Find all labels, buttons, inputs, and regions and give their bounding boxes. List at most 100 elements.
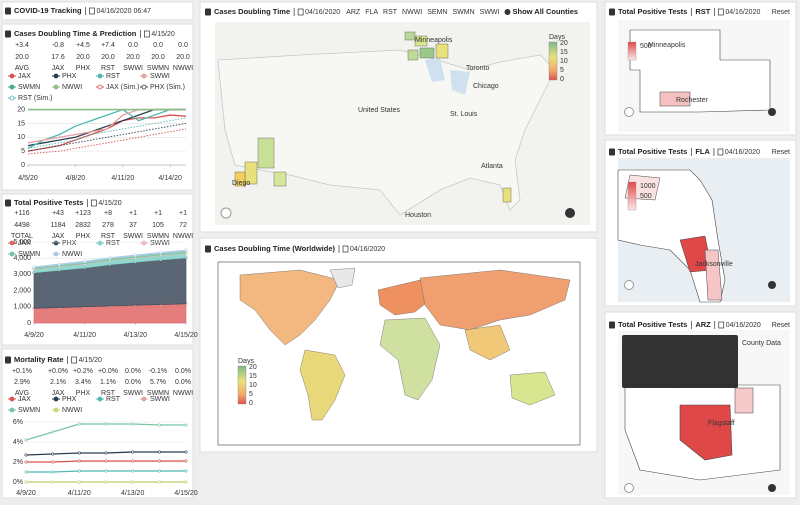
stat-label: PHX [76, 390, 91, 397]
calendar-icon [718, 321, 725, 329]
legend-label[interactable]: PHX [62, 396, 77, 403]
region-outline [629, 29, 771, 113]
legend-label: 500 [640, 43, 652, 50]
legend-label: 15 [560, 49, 568, 56]
legend-label[interactable]: SWWI [150, 240, 170, 247]
legend-label[interactable]: JAX [18, 240, 31, 247]
legend-marker [9, 407, 15, 413]
legend-marker [9, 84, 15, 90]
info-button[interactable] [768, 281, 776, 289]
legend-marker [9, 95, 15, 101]
reset-button[interactable]: Reset [772, 322, 790, 329]
stat-label: AVG [15, 65, 29, 72]
point [157, 450, 161, 454]
stat-change: +43 [52, 210, 64, 217]
panel-date: 4/15/20 [151, 31, 174, 38]
filter-button[interactable]: NWWI [402, 9, 422, 16]
x-tick-label: 4/9/20 [16, 490, 36, 497]
world-map[interactable] [217, 261, 581, 446]
legend-label[interactable]: SWWI [150, 73, 170, 80]
panel-title: Cases Doubling Time (Worldwide) [214, 244, 335, 253]
panel-title: Total Positive Tests [14, 198, 83, 207]
filter-button[interactable]: SWWI [480, 9, 500, 16]
legend-label[interactable]: JAX [18, 73, 31, 80]
zoom-control[interactable] [220, 207, 232, 219]
info-button[interactable] [565, 208, 575, 218]
zoom-control[interactable] [624, 107, 634, 117]
show-all-button[interactable]: Show All Counties [512, 7, 578, 16]
legend-label[interactable]: JAX (Sim.) [106, 84, 139, 91]
reset-button[interactable]: Reset [772, 9, 790, 16]
fla-map[interactable] [617, 158, 790, 303]
stat-label: RST [101, 390, 116, 397]
color-scale [627, 41, 637, 61]
legend-label[interactable]: PHX (Sim.) [150, 84, 185, 91]
panel-title: Cases Doubling Time [214, 7, 290, 16]
stat-change: +1 [179, 210, 187, 217]
legend-label[interactable]: NWWI [62, 407, 82, 414]
panel-date: 04/16/2020 [726, 322, 761, 329]
icon [5, 199, 11, 207]
legend-label[interactable]: SWMN [18, 251, 40, 258]
stat-value: 20.0 [126, 54, 140, 61]
legend-label[interactable]: RST (Sim.) [18, 95, 52, 102]
stat-change: +8 [104, 210, 112, 217]
place-label: Flagstaff [708, 420, 735, 427]
legend-label[interactable]: SWWI [150, 396, 170, 403]
zoom-control[interactable] [624, 483, 634, 493]
stat-value: 0.0% [125, 379, 141, 386]
stat-value: 1184 [50, 222, 65, 229]
stat-label: SWWI [123, 65, 143, 72]
info-button[interactable] [768, 108, 776, 116]
reset-button[interactable]: Reset [772, 149, 790, 156]
zoom-control[interactable] [624, 280, 634, 290]
tooltip-line: Mortality Rate: 8.1% [647, 379, 714, 386]
point [51, 480, 55, 484]
point [184, 423, 188, 427]
filter-button[interactable]: FLA [365, 9, 378, 16]
icon [205, 8, 211, 16]
point [77, 469, 81, 473]
line [27, 108, 186, 149]
x-tick-label: 4/8/20 [66, 175, 86, 182]
stat-value: 278 [102, 222, 114, 229]
stat-value: 20.0 [15, 54, 29, 61]
stat-value: 4498 [14, 222, 30, 229]
stat-label: SWMN [147, 233, 169, 240]
filter-button[interactable]: ARZ [346, 9, 361, 16]
legend-marker [141, 396, 147, 402]
stat-change: +0.2% [73, 368, 93, 375]
panel [1, 23, 194, 191]
panel-date: 4/15/20 [98, 200, 121, 207]
legend-marker [97, 396, 103, 402]
county [734, 387, 754, 414]
stat-label: NWWI [173, 390, 193, 397]
legend-label[interactable]: SWMN [18, 407, 40, 414]
stat-label: NWWI [173, 233, 193, 240]
y-tick-label: 2% [13, 459, 23, 466]
panel-region: FLA [695, 147, 710, 156]
legend-label[interactable]: RST [106, 396, 121, 403]
filter-button[interactable]: RST [383, 9, 398, 16]
rst-map[interactable] [618, 20, 790, 132]
legend-label[interactable]: NWWI [62, 251, 82, 258]
filter-button[interactable]: SEMN [427, 9, 447, 16]
legend-label[interactable]: RST [106, 73, 121, 80]
legend-label: 0 [249, 400, 253, 407]
legend-label[interactable]: PHX [62, 240, 77, 247]
info-button[interactable] [768, 484, 776, 492]
stat-value: 72 [179, 222, 187, 229]
y-tick-label: 1,000 [13, 304, 31, 311]
legend-label[interactable]: PHX [62, 73, 77, 80]
filter-button[interactable]: SWMN [452, 9, 474, 16]
y-tick-label: 15 [17, 120, 25, 127]
legend-label[interactable]: SWMN [18, 84, 40, 91]
us-map[interactable] [215, 22, 590, 225]
place-label: Chicago [473, 83, 499, 90]
calendar-icon [717, 148, 724, 156]
legend-label[interactable]: RST [106, 240, 121, 247]
legend-label[interactable]: NWWI [62, 84, 82, 91]
legend-label[interactable]: JAX [18, 396, 31, 403]
stat-value: 37 [129, 222, 137, 229]
